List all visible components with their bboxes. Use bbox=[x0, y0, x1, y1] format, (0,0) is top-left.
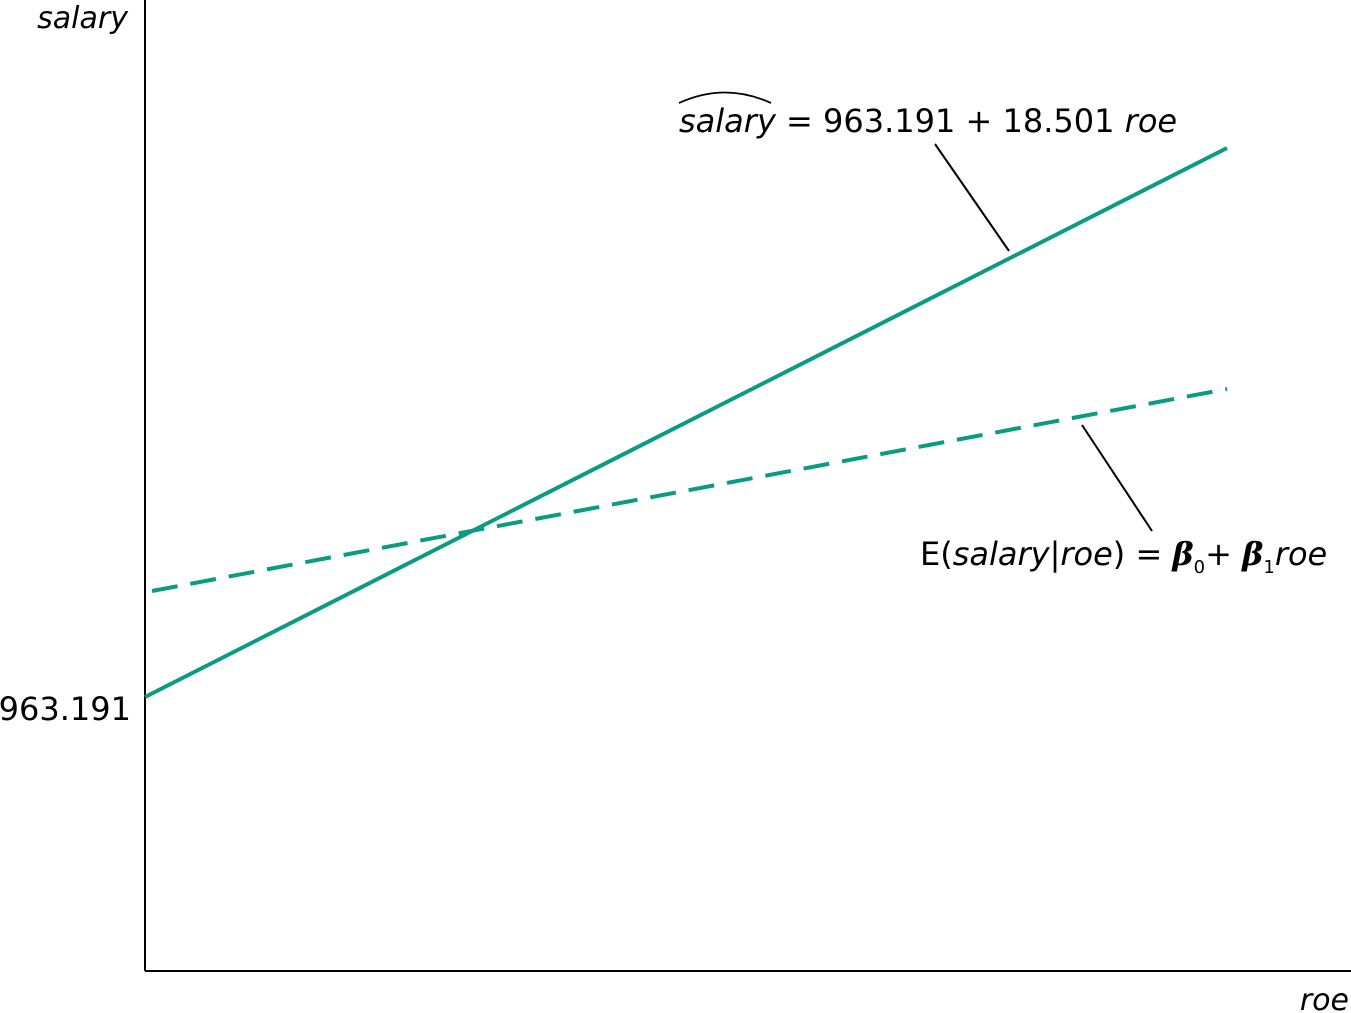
population-leader-line bbox=[1081, 424, 1153, 532]
fitted-hat-var: salary bbox=[679, 102, 777, 140]
fitted-equals: = bbox=[786, 102, 813, 140]
population-regression-line bbox=[151, 387, 1228, 593]
pop-plus: + bbox=[1205, 535, 1232, 573]
y-axis-label: salary bbox=[37, 1, 129, 36]
y-tick-label: 963.191 bbox=[0, 690, 131, 728]
pop-sub0: 0 bbox=[1194, 557, 1205, 578]
pop-close-eq: ) = bbox=[1113, 535, 1162, 573]
pop-var: roe bbox=[1275, 535, 1327, 573]
pop-bar: | bbox=[1050, 535, 1061, 573]
pop-beta1: β bbox=[1241, 535, 1263, 573]
hat-accent bbox=[678, 91, 772, 104]
fitted-equation: salary = 963.191 + 18.501 roe bbox=[679, 102, 1177, 140]
pop-given-var: roe bbox=[1060, 535, 1112, 573]
fitted-rhs: 963.191 + 18.501 bbox=[823, 102, 1114, 140]
pop-sub1: 1 bbox=[1263, 557, 1274, 578]
pop-e-open: E( bbox=[920, 535, 953, 573]
fitted-var: roe bbox=[1125, 102, 1177, 140]
fitted-leader-line bbox=[934, 143, 1010, 252]
pop-beta0: β bbox=[1171, 535, 1193, 573]
pop-cond-var: salary bbox=[953, 535, 1051, 573]
fitted-regression-line bbox=[144, 146, 1228, 699]
x-axis-label: roe bbox=[1300, 983, 1349, 1013]
population-equation: E(salary|roe) = β0+ β1roe bbox=[920, 535, 1327, 578]
